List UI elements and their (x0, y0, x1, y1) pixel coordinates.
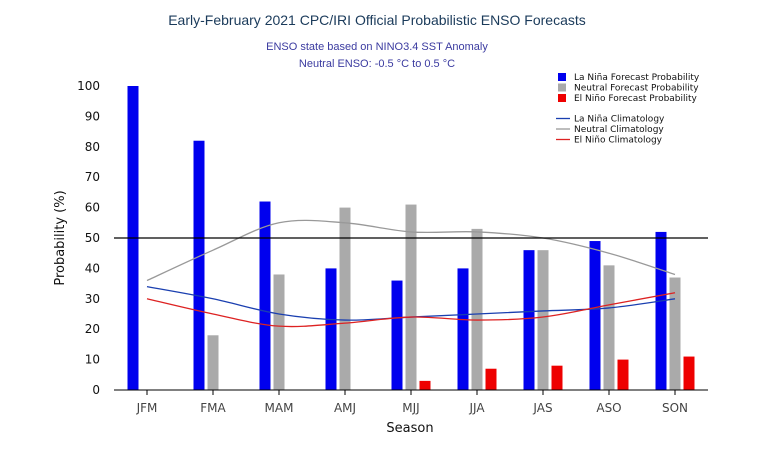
y-tick-label: 10 (85, 353, 100, 367)
bar (603, 265, 615, 390)
bar (207, 335, 219, 390)
legend-label: El Niño Climatology (574, 136, 663, 146)
bar (457, 268, 469, 390)
y-tick-label: 20 (85, 322, 100, 336)
bar (273, 274, 285, 390)
y-tick-label: 40 (85, 261, 100, 275)
y-tick-label: 70 (85, 170, 100, 184)
x-axis-label: Season (386, 421, 433, 436)
chart-subtitle-line-2: Neutral ENSO: -0.5 °C to 0.5 °C (299, 58, 455, 70)
x-tick-label: MJJ (402, 401, 419, 415)
x-tick-label: JAS (532, 401, 552, 415)
bar (523, 250, 535, 390)
x-tick-label: SON (662, 401, 688, 415)
x-tick-label: JJA (468, 401, 485, 415)
legend-swatch (558, 94, 566, 102)
y-tick-label: 60 (85, 201, 100, 215)
bar (325, 268, 337, 390)
climatology-lines (146, 219, 676, 328)
y-tick-label: 50 (85, 231, 100, 245)
climatology-line (146, 219, 676, 282)
bar (259, 201, 271, 390)
y-tick-label: 100 (77, 79, 100, 93)
bar (551, 365, 563, 390)
bar (391, 280, 403, 390)
bar (471, 228, 483, 390)
bar (589, 241, 601, 390)
y-axis-label: Probability (%) (53, 190, 68, 285)
bar (193, 140, 205, 390)
chart-subtitle-line-1: ENSO state based on NINO3.4 SST Anomaly (266, 41, 488, 53)
y-tick-label: 80 (85, 140, 100, 154)
bar (683, 356, 695, 390)
bar (617, 359, 629, 390)
legend-label: La Niña Forecast Probability (574, 73, 700, 83)
legend-label: El Niño Forecast Probability (574, 94, 698, 104)
x-tick-label: AMJ (334, 401, 356, 415)
bar (669, 277, 681, 390)
bar (419, 380, 431, 390)
legend-label: Neutral Climatology (574, 125, 664, 135)
x-tick-label: MAM (265, 401, 294, 415)
x-axis-ticks: JFM FMA MAM AMJ MJJ JJA JAS ASO SON (136, 390, 688, 415)
y-axis-ticks: 0 10 20 30 40 50 60 70 80 90 100 (77, 79, 100, 397)
legend-label: Neutral Forecast Probability (574, 84, 699, 94)
chart-title: Early-February 2021 CPC/IRI Official Pro… (168, 12, 586, 28)
bar (339, 207, 351, 390)
legend-label: La Niña Climatology (574, 115, 665, 125)
bar (537, 250, 549, 390)
y-tick-label: 90 (85, 109, 100, 123)
y-tick-label: 0 (92, 383, 100, 397)
bar (405, 204, 417, 390)
bar (485, 368, 497, 390)
legend-swatch (558, 83, 566, 92)
climatology-line (146, 292, 676, 328)
x-tick-label: FMA (200, 401, 226, 415)
bar (655, 231, 667, 390)
bar-group (127, 86, 695, 390)
x-tick-label: JFM (136, 401, 158, 415)
legend-swatch (558, 73, 566, 81)
x-tick-label: ASO (596, 401, 621, 415)
y-tick-label: 30 (85, 292, 100, 306)
